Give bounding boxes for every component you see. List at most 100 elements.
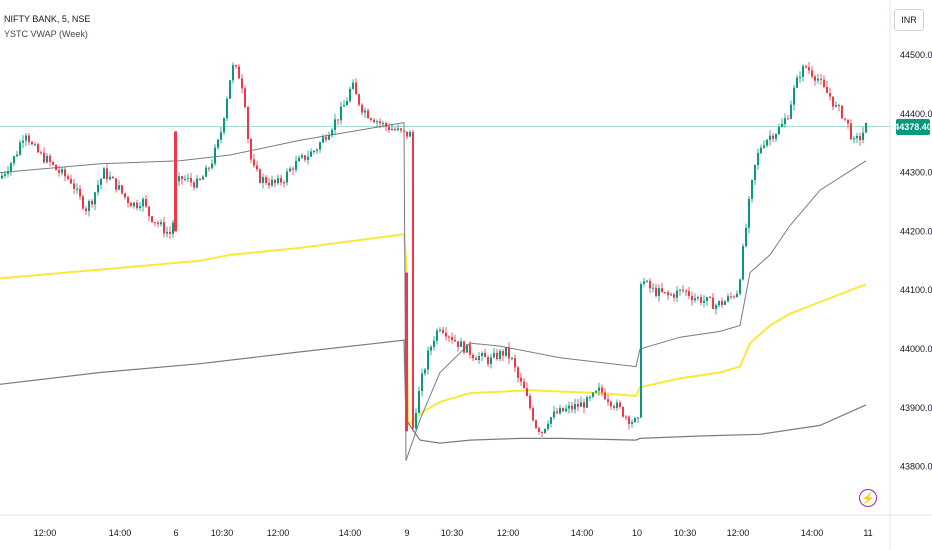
- candle-body: [247, 107, 249, 139]
- x-tick-label: 14:00: [571, 528, 594, 538]
- candle-body: [772, 135, 774, 139]
- candle-body: [448, 336, 450, 338]
- currency-button[interactable]: INR: [894, 9, 924, 31]
- candle-body: [256, 165, 258, 170]
- candle-body: [559, 407, 561, 414]
- chart-title: NIFTY BANK, 5, NSE: [4, 14, 91, 24]
- candle-body: [571, 405, 573, 410]
- candle-body: [31, 142, 33, 145]
- candle-body: [610, 401, 612, 407]
- x-tick-label: 9: [404, 528, 409, 538]
- candle-body: [700, 296, 702, 303]
- candle-body: [469, 344, 471, 355]
- candle-body: [706, 297, 708, 301]
- candle-body: [766, 139, 768, 146]
- candle-body: [373, 119, 375, 123]
- candle-body: [229, 80, 231, 99]
- candle-body: [391, 128, 393, 130]
- x-tick-label: 10:30: [441, 528, 464, 538]
- candle-body: [733, 296, 735, 298]
- candle-body: [577, 404, 579, 407]
- lightning-icon[interactable]: ⚡: [859, 489, 877, 507]
- candle-body: [694, 298, 696, 301]
- candle-body: [405, 272, 408, 432]
- y-tick-label: 43800.00: [900, 462, 932, 472]
- vwap-line: [0, 233, 867, 428]
- candle-body: [298, 157, 300, 162]
- candle-body: [43, 152, 45, 163]
- candle-body: [337, 119, 339, 121]
- candle-body: [490, 357, 492, 364]
- x-tick-label: 14:00: [109, 528, 132, 538]
- candle-body: [7, 171, 9, 174]
- candle-body: [484, 353, 486, 358]
- candle-body: [196, 178, 198, 188]
- candle-body: [574, 404, 576, 410]
- candle-body: [286, 171, 288, 183]
- candle-body: [172, 222, 174, 234]
- y-tick-label: 43900.00: [900, 403, 932, 413]
- candle-body: [835, 105, 837, 107]
- candle-body: [157, 222, 159, 225]
- x-tick-label: 12:00: [727, 528, 750, 538]
- candle-body: [67, 176, 69, 180]
- candle-body: [427, 350, 429, 370]
- candle-body: [430, 346, 432, 351]
- candle-body: [838, 105, 840, 107]
- candle-body: [379, 121, 381, 124]
- candle-body: [811, 70, 813, 77]
- candle-body: [174, 131, 177, 232]
- x-tick-label: 11: [863, 528, 872, 538]
- candle-body: [214, 147, 216, 164]
- candle-body: [397, 128, 399, 131]
- candle-body: [181, 176, 183, 180]
- candle-body: [139, 206, 141, 209]
- candle-body: [445, 332, 447, 337]
- indicator-label[interactable]: YSTC VWAP (Week): [4, 29, 88, 39]
- candle-body: [322, 137, 324, 143]
- candle-body: [304, 155, 306, 160]
- candle-body: [106, 168, 108, 180]
- candle-body: [580, 402, 582, 407]
- candle-body: [364, 110, 366, 113]
- candle-body: [517, 367, 519, 378]
- candle-body: [310, 151, 312, 157]
- candle-body: [616, 402, 618, 408]
- candle-body: [238, 66, 240, 79]
- candle-body: [334, 119, 336, 130]
- y-tick-label: 44100.00: [900, 285, 932, 295]
- candle-body: [808, 67, 810, 71]
- candle-body: [850, 123, 852, 140]
- candle-body: [658, 288, 660, 296]
- candle-body: [802, 66, 804, 77]
- candle-body: [253, 159, 255, 166]
- candle-body: [661, 288, 663, 293]
- candle-body: [265, 177, 267, 184]
- last-price-tag: 44378.40: [894, 119, 932, 135]
- candle-body: [40, 152, 42, 154]
- candle-body: [244, 88, 246, 108]
- candle-body: [751, 179, 753, 199]
- candle-body: [73, 183, 75, 189]
- candle-body: [562, 407, 564, 412]
- candle-body: [10, 163, 12, 172]
- candle-body: [361, 104, 363, 113]
- candle-body: [151, 216, 153, 223]
- candle-body: [487, 357, 489, 364]
- candle-body: [109, 176, 111, 180]
- x-tick-label: 14:00: [339, 528, 362, 538]
- candle-body: [187, 178, 189, 180]
- candle-body: [283, 182, 285, 184]
- candle-body: [4, 173, 6, 176]
- candle-body: [64, 169, 66, 177]
- candle-body: [862, 132, 864, 140]
- candle-body: [583, 402, 585, 408]
- candle-body: [451, 336, 453, 340]
- candle-body: [16, 154, 18, 157]
- candle-body: [163, 222, 165, 234]
- candle-body: [613, 406, 615, 408]
- candle-body: [523, 381, 525, 389]
- candle-body: [142, 198, 144, 207]
- candle-body: [697, 296, 699, 299]
